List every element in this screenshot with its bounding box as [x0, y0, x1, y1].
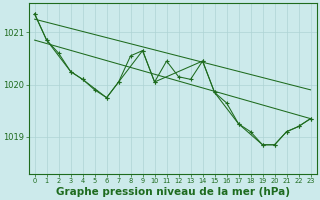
X-axis label: Graphe pression niveau de la mer (hPa): Graphe pression niveau de la mer (hPa) [56, 187, 290, 197]
